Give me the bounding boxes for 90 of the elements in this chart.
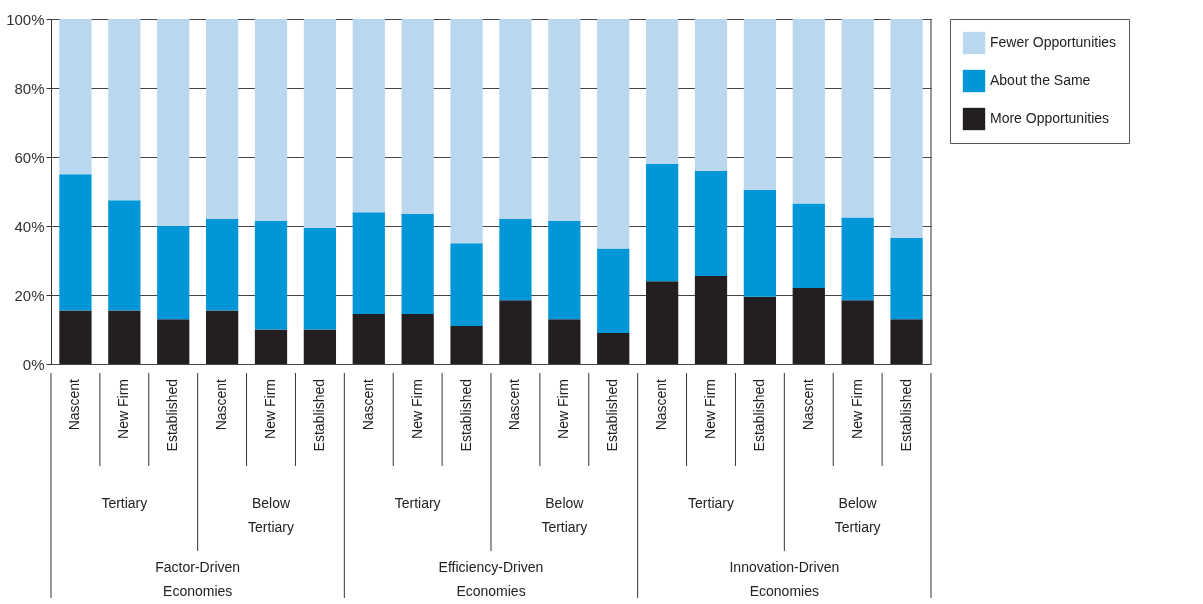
bar (450, 243, 483, 327)
bar (792, 19, 825, 204)
text: Innovation-Driven Economies (729, 559, 840, 599)
bar (792, 203, 825, 289)
bar (205, 219, 239, 311)
x-tick-label: New Firm (115, 379, 132, 439)
bar (597, 19, 630, 249)
x-tick-label: New Firm (555, 379, 572, 439)
bar (157, 319, 190, 364)
y-tick-label: 20% (14, 286, 45, 304)
bar (303, 227, 337, 330)
x-tick-label: Established (457, 379, 474, 452)
bar (205, 19, 239, 220)
bar (59, 174, 92, 311)
bar (841, 217, 874, 301)
text: Below Tertiary (541, 495, 588, 535)
bar (694, 276, 728, 364)
legend-label: About the Same (990, 72, 1091, 88)
bar (597, 332, 630, 364)
bar (743, 19, 777, 190)
bar (401, 313, 434, 364)
x-tick-label: Nascent (359, 378, 376, 431)
bar (743, 296, 777, 364)
bar (303, 329, 337, 364)
bar (401, 19, 434, 214)
bar (841, 19, 874, 218)
bar (694, 19, 728, 171)
bar (890, 238, 923, 320)
bar (157, 226, 190, 320)
x-tick-label: Established (164, 379, 181, 452)
text: Below Tertiary (248, 495, 294, 535)
y-tick-label: 80% (14, 79, 45, 97)
bar (645, 281, 679, 364)
y-tick-label: 0% (22, 355, 45, 373)
x-tick-label: Nascent (506, 378, 523, 431)
text: Below Tertiary (834, 495, 881, 535)
x-tick-label: New Firm (848, 379, 865, 439)
bar (205, 310, 239, 364)
bar (59, 19, 92, 175)
text: Tertiary (101, 495, 148, 511)
legend-label: Fewer Opportunities (990, 34, 1117, 50)
bar (254, 220, 288, 330)
bar (890, 19, 923, 239)
bar (254, 329, 288, 364)
text: Efficiency-Driven Economies (438, 559, 544, 599)
bar (157, 19, 190, 226)
y-tick-label: 60% (14, 148, 45, 166)
x-tick-label: New Firm (408, 379, 425, 439)
text: Tertiary (688, 495, 734, 511)
bar (694, 170, 728, 277)
bar (841, 300, 874, 364)
x-tick-label: Established (750, 379, 767, 452)
bar (499, 300, 532, 364)
bar (499, 219, 532, 301)
legend-label: More Opportunities (990, 110, 1110, 126)
x-tick-label: Nascent (213, 378, 230, 431)
bar (108, 19, 141, 201)
x-tick-label: Established (604, 379, 621, 452)
bar (890, 319, 923, 364)
bar (499, 19, 532, 220)
x-tick-label: Nascent (653, 378, 670, 431)
bar (450, 326, 483, 364)
x-tick-label: Nascent (799, 378, 816, 431)
bar (254, 19, 288, 221)
bar (645, 163, 679, 282)
bar (792, 288, 825, 364)
bar (352, 313, 385, 364)
bar (108, 310, 141, 364)
text: Factor-Driven Economies (155, 559, 241, 599)
bar (597, 248, 630, 333)
bar (108, 200, 141, 311)
bar (645, 19, 679, 164)
text: Tertiary (394, 495, 441, 511)
x-tick-label: New Firm (262, 379, 278, 439)
bar (743, 189, 777, 297)
y-tick-label: 40% (14, 217, 45, 235)
bar (548, 319, 581, 364)
bar (352, 212, 385, 314)
bar (303, 19, 337, 228)
bar (548, 220, 581, 320)
bar (352, 19, 385, 213)
x-tick-label: Established (310, 379, 327, 452)
bar (401, 213, 434, 314)
x-tick-label: Nascent (66, 378, 83, 431)
y-tick-label: 100% (6, 10, 45, 28)
x-tick-label: Established (897, 379, 914, 452)
bar (548, 19, 581, 221)
x-tick-label: New Firm (702, 379, 718, 439)
bar (450, 19, 483, 244)
bar (59, 310, 92, 364)
